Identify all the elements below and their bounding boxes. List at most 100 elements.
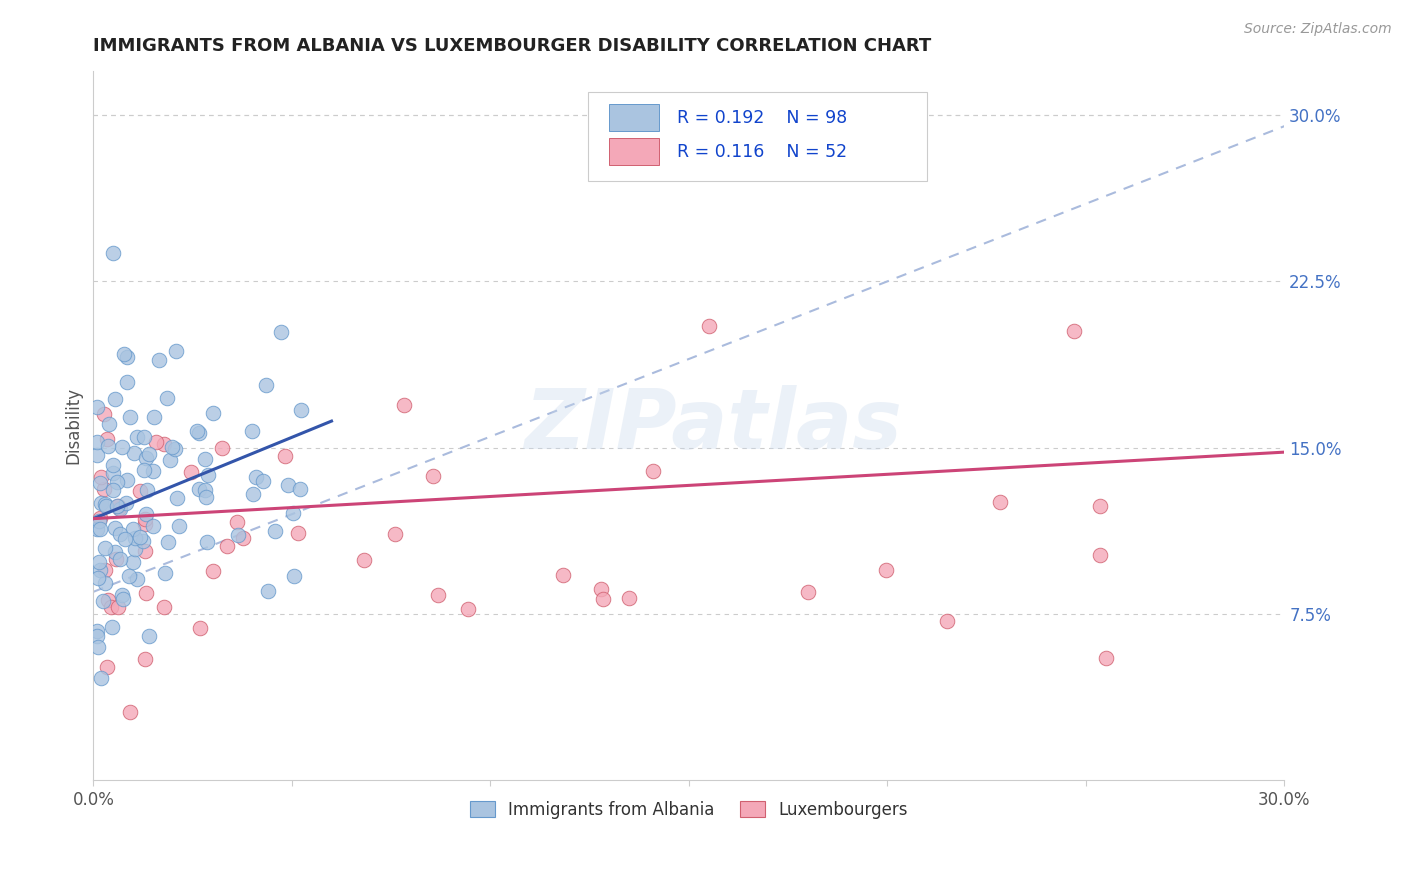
- Point: [96, 432, 118, 446]
- Point: [457, 601, 479, 615]
- Point: [111, 440, 134, 454]
- Point: [117, 350, 139, 364]
- Point: [86, 434, 108, 449]
- Point: [107, 500, 129, 514]
- Point: [112, 347, 135, 361]
- Point: [245, 470, 267, 484]
- Point: [134, 430, 156, 444]
- Point: [180, 465, 202, 479]
- Point: [135, 451, 157, 466]
- Point: [111, 588, 134, 602]
- Point: [89, 555, 111, 569]
- Point: [118, 569, 141, 583]
- Point: [186, 425, 208, 439]
- Point: [159, 452, 181, 467]
- Point: [132, 533, 155, 548]
- Point: [108, 502, 131, 516]
- Point: [89, 511, 111, 525]
- Point: [121, 522, 143, 536]
- Point: [156, 391, 179, 405]
- Bar: [609, 138, 659, 165]
- Point: [202, 406, 225, 420]
- Point: [124, 531, 146, 545]
- Text: Source: ZipAtlas.com: Source: ZipAtlas.com: [1244, 22, 1392, 37]
- Point: [97, 417, 120, 431]
- Point: [797, 584, 820, 599]
- Point: [86, 401, 108, 415]
- Point: [257, 583, 280, 598]
- Point: [115, 496, 138, 510]
- Legend: Immigrants from Albania, Luxembourgers: Immigrants from Albania, Luxembourgers: [464, 794, 914, 825]
- Point: [124, 541, 146, 556]
- Point: [127, 429, 149, 443]
- Point: [152, 436, 174, 450]
- Point: [252, 474, 274, 488]
- Y-axis label: Disability: Disability: [65, 387, 82, 464]
- Point: [142, 518, 165, 533]
- Point: [226, 516, 249, 530]
- Point: [91, 593, 114, 607]
- Point: [242, 486, 264, 500]
- Point: [283, 568, 305, 582]
- Point: [94, 575, 117, 590]
- Point: [426, 588, 449, 602]
- Point: [89, 563, 111, 577]
- Point: [100, 619, 122, 633]
- Point: [195, 491, 218, 505]
- Point: [115, 375, 138, 389]
- Point: [122, 556, 145, 570]
- Point: [120, 409, 142, 424]
- Point: [112, 592, 135, 607]
- Text: IMMIGRANTS FROM ALBANIA VS LUXEMBOURGER DISABILITY CORRELATION CHART: IMMIGRANTS FROM ALBANIA VS LUXEMBOURGER …: [93, 37, 932, 55]
- Point: [134, 544, 156, 558]
- Point: [101, 245, 124, 260]
- Point: [148, 353, 170, 368]
- Point: [288, 482, 311, 496]
- Point: [188, 482, 211, 496]
- Point: [353, 553, 375, 567]
- Point: [194, 483, 217, 498]
- Point: [592, 592, 614, 607]
- Point: [195, 535, 218, 549]
- Point: [86, 624, 108, 638]
- Point: [103, 467, 125, 481]
- Point: [1090, 548, 1112, 562]
- Point: [108, 527, 131, 541]
- Point: [270, 325, 292, 339]
- Point: [90, 470, 112, 484]
- Point: [104, 521, 127, 535]
- Point: [240, 424, 263, 438]
- Point: [202, 564, 225, 578]
- Bar: [588, 92, 927, 181]
- Text: R = 0.192    N = 98: R = 0.192 N = 98: [676, 109, 848, 127]
- Point: [128, 530, 150, 544]
- Point: [145, 435, 167, 450]
- Point: [641, 464, 664, 478]
- Point: [165, 442, 187, 457]
- Point: [125, 572, 148, 586]
- Point: [277, 478, 299, 492]
- Point: [97, 592, 120, 607]
- Point: [97, 439, 120, 453]
- Point: [134, 652, 156, 666]
- Point: [1063, 324, 1085, 338]
- Point: [264, 524, 287, 539]
- Point: [105, 499, 128, 513]
- Point: [273, 449, 295, 463]
- Point: [935, 614, 957, 628]
- Point: [105, 475, 128, 489]
- Point: [87, 640, 110, 654]
- Point: [89, 515, 111, 529]
- Point: [104, 545, 127, 559]
- Point: [188, 621, 211, 635]
- Point: [136, 483, 159, 497]
- Point: [160, 440, 183, 454]
- Point: [134, 516, 156, 531]
- Point: [110, 552, 132, 566]
- Point: [167, 519, 190, 533]
- Point: [89, 522, 111, 536]
- Point: [114, 533, 136, 547]
- Text: R = 0.116    N = 52: R = 0.116 N = 52: [676, 143, 846, 161]
- Point: [152, 599, 174, 614]
- Point: [90, 671, 112, 685]
